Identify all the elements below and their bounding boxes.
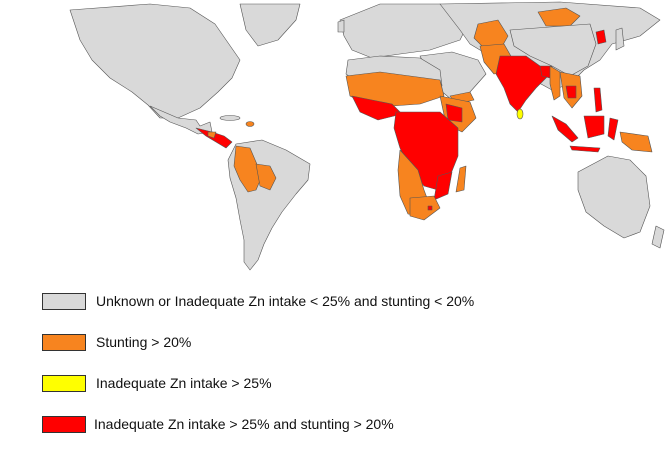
region-south-africa xyxy=(409,195,441,221)
legend-swatch-unknown xyxy=(42,293,86,310)
legend-swatch-stunting xyxy=(42,334,86,351)
region-sri-lanka xyxy=(516,108,524,120)
legend-item-zn: Inadequate Zn intake > 25% xyxy=(42,374,642,394)
region-guatemala xyxy=(207,131,217,139)
region-korea xyxy=(595,29,607,45)
map-legend: Unknown or Inadequate Zn intake < 25% an… xyxy=(42,292,642,456)
legend-label-zn: Inadequate Zn intake > 25% xyxy=(96,375,272,391)
region-philippines xyxy=(593,87,603,113)
region-cuba xyxy=(219,115,241,121)
region-sumatra xyxy=(551,115,579,143)
legend-label-stunting: Stunting > 20% xyxy=(96,334,192,350)
region-borneo xyxy=(583,115,605,139)
region-ethiopia xyxy=(445,103,463,123)
region-europe xyxy=(339,3,471,59)
region-australia xyxy=(577,155,651,239)
region-andes xyxy=(233,145,263,193)
region-new-zealand xyxy=(651,225,665,249)
legend-label-unknown: Unknown or Inadequate Zn intake < 25% an… xyxy=(96,293,475,309)
region-west-africa-coast xyxy=(351,95,403,121)
legend-item-unknown: Unknown or Inadequate Zn intake < 25% an… xyxy=(42,292,642,312)
legend-swatch-both xyxy=(42,416,86,433)
legend-swatch-zn xyxy=(42,375,86,392)
region-mozambique xyxy=(433,171,453,201)
region-greenland xyxy=(239,3,301,47)
region-laos-cambodia xyxy=(565,85,577,99)
legend-item-stunting: Stunting > 20% xyxy=(42,333,642,353)
region-papua xyxy=(619,131,653,153)
region-uk xyxy=(337,19,345,33)
region-north-america xyxy=(69,3,241,119)
region-madagascar xyxy=(455,165,467,193)
region-haiti xyxy=(245,121,255,127)
region-bolivia xyxy=(255,163,277,191)
region-india xyxy=(495,55,549,113)
region-mongolia xyxy=(537,7,581,27)
region-myanmar xyxy=(549,65,561,101)
region-lesotho xyxy=(427,205,433,211)
region-sulawesi xyxy=(607,117,619,141)
legend-item-both: Inadequate Zn intake > 25% and stunting … xyxy=(42,415,642,435)
legend-label-both: Inadequate Zn intake > 25% and stunting … xyxy=(94,416,394,432)
region-japan xyxy=(615,27,625,51)
region-java xyxy=(569,145,601,153)
world-map xyxy=(69,1,665,271)
